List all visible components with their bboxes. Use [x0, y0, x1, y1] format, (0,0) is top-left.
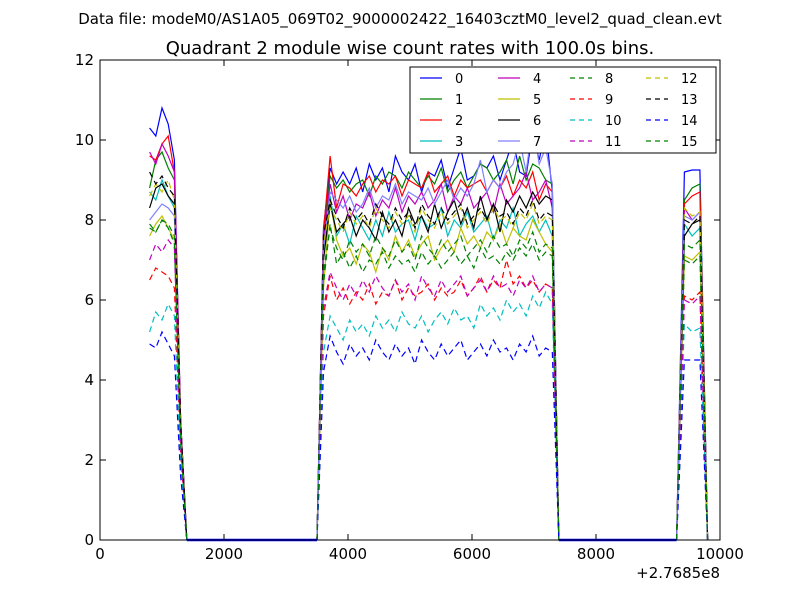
legend-label-10: 10	[605, 114, 622, 129]
series-1-segment-1	[316, 155, 560, 541]
series-10-segment-1	[316, 290, 560, 541]
series-5-segment-1	[316, 199, 560, 541]
x-offset-label: +2.7685e8	[636, 564, 720, 582]
series-11-segment-1	[316, 269, 560, 541]
series-14-segment-1	[316, 333, 560, 541]
legend-label-4: 4	[533, 72, 541, 87]
series-15-segment-2	[676, 238, 709, 541]
series-11-segment-0	[149, 238, 188, 541]
legend-label-14: 14	[681, 114, 698, 129]
legend-label-7: 7	[533, 135, 541, 150]
y-tick-label: 6	[84, 291, 94, 309]
series-8-segment-2	[676, 254, 709, 541]
series-2-segment-1	[316, 155, 560, 541]
legend-label-9: 9	[605, 93, 613, 108]
legend-box	[409, 66, 717, 154]
series-8-segment-1	[316, 223, 560, 541]
series-10-segment-0	[149, 302, 188, 541]
series-12-segment-1	[316, 202, 560, 541]
legend-label-2: 2	[455, 114, 463, 129]
legend-label-0: 0	[455, 72, 463, 87]
legend-label-6: 6	[533, 114, 541, 129]
chart-suptitle: Data file: modeM0/AS1A05_069T02_90000024…	[78, 10, 722, 29]
legend-label-1: 1	[455, 93, 463, 108]
series-15-segment-1	[316, 227, 560, 541]
x-tick-label: 8000	[577, 545, 615, 563]
y-tick-label: 2	[84, 451, 94, 469]
x-tick-label: 4000	[329, 545, 367, 563]
x-tick-label: 6000	[453, 545, 491, 563]
series-4-segment-1	[316, 170, 560, 541]
chart-title: Quadrant 2 module wise count rates with …	[166, 38, 655, 59]
y-tick-label: 12	[75, 51, 94, 69]
y-tick-label: 8	[84, 211, 94, 229]
legend-label-3: 3	[455, 135, 463, 150]
legend-label-12: 12	[681, 72, 698, 87]
y-tick-label: 0	[84, 531, 94, 549]
legend-label-11: 11	[605, 135, 622, 150]
series-15-segment-0	[149, 218, 188, 541]
y-tick-label: 10	[75, 131, 94, 149]
legend-label-15: 15	[681, 135, 698, 150]
legend-label-5: 5	[533, 93, 541, 108]
series-layer	[149, 105, 709, 542]
series-13-segment-1	[316, 197, 560, 541]
series-14-segment-0	[149, 330, 188, 541]
series-14-segment-2	[676, 359, 709, 541]
y-tick-label: 4	[84, 371, 94, 389]
legend-label-8: 8	[605, 72, 613, 87]
series-11-segment-2	[676, 294, 709, 541]
x-tick-label: 10000	[696, 545, 744, 563]
series-0-segment-1	[316, 127, 560, 541]
x-tick-label: 0	[95, 545, 105, 563]
legend-label-13: 13	[681, 93, 698, 108]
x-tick-label: 2000	[205, 545, 243, 563]
